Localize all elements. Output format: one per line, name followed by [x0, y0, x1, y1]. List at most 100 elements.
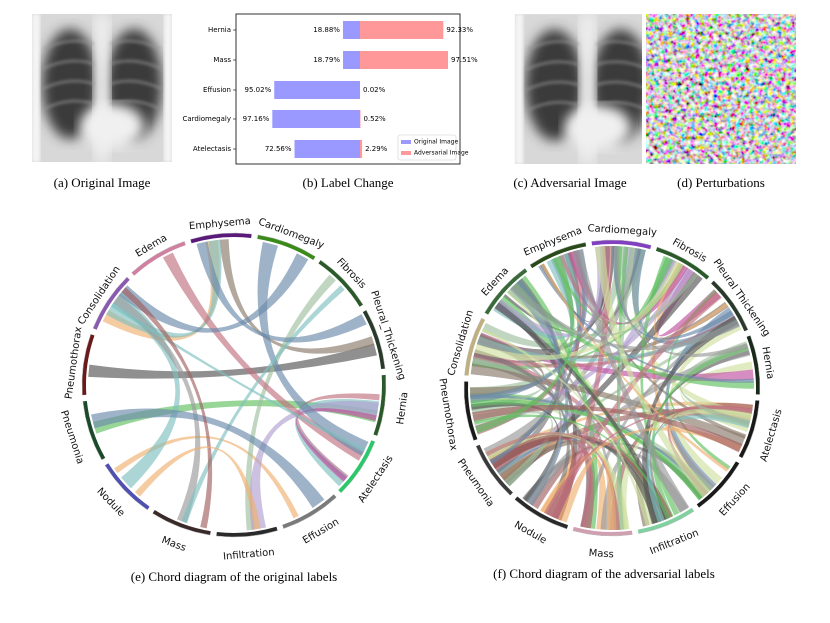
ribbon — [472, 404, 743, 453]
segment-label: Cardiomegaly — [587, 223, 657, 238]
segment-ticks — [81, 334, 91, 396]
segment-arc — [746, 335, 760, 395]
segment-label: Mass — [160, 535, 187, 554]
ribbon — [499, 440, 669, 522]
segment-arc — [637, 507, 695, 534]
segment-label: Effusion — [718, 482, 753, 519]
segment-label: Hernia — [759, 346, 775, 380]
segment-ticks — [216, 530, 278, 538]
segment-arc — [373, 374, 386, 436]
segment-ticks — [283, 497, 337, 529]
ribbons — [88, 239, 380, 531]
segment-ticks — [529, 242, 586, 266]
segment-arc — [711, 280, 749, 332]
ribbon — [646, 414, 751, 523]
ribbon — [475, 255, 575, 434]
ribbon — [651, 343, 749, 519]
ribbon — [295, 408, 377, 482]
segment-arc — [464, 381, 478, 441]
value-label: 0.02% — [363, 86, 386, 94]
segment-arc — [655, 247, 710, 280]
segment-ticks — [591, 239, 652, 246]
segment-label: Fibrosis — [670, 237, 708, 265]
segment-arc — [131, 241, 186, 276]
segment-ticks — [742, 400, 760, 459]
legend-swatch — [401, 140, 411, 144]
bar — [294, 140, 360, 158]
segment-ticks — [320, 259, 364, 305]
ribbon — [118, 253, 309, 333]
segment-ticks — [190, 232, 252, 240]
ribbon — [665, 307, 735, 492]
segment-label: Infiltration — [223, 547, 275, 562]
legend-label: Adversarial Image — [414, 150, 469, 157]
ribbon — [88, 343, 377, 379]
value-label: 95.02% — [245, 86, 272, 94]
chord-diagram: Emphysema CardiomegalyFibrosisPleural_Thi… — [58, 216, 411, 563]
segment-ticks — [484, 268, 526, 313]
ribbon — [493, 278, 562, 473]
segment-arc — [514, 496, 569, 529]
ribbons — [470, 246, 754, 530]
segment-arc — [190, 233, 252, 244]
bar — [342, 21, 360, 39]
legend-swatch — [401, 151, 411, 155]
ribbon — [219, 239, 375, 354]
value-label: 92.33% — [446, 26, 473, 34]
ribbon — [631, 247, 740, 345]
ribbon — [114, 435, 299, 519]
segment-arc — [591, 240, 652, 250]
y-tick-label: Cardiomegaly — [182, 115, 231, 123]
ribbon — [106, 239, 222, 338]
segment-arc — [464, 317, 486, 376]
segment-ticks — [463, 381, 474, 441]
adversarial-image — [515, 14, 660, 164]
original-image — [32, 14, 172, 162]
ribbon — [470, 356, 543, 412]
segment-arc — [738, 400, 760, 459]
segment-label: Hernia — [395, 391, 410, 425]
ribbon — [471, 403, 714, 494]
ribbon — [474, 260, 684, 361]
ribbon — [490, 436, 594, 529]
y-tick-label: Effusion — [203, 86, 231, 94]
bar — [360, 51, 448, 69]
segment-arc — [82, 334, 95, 396]
segment-arc — [104, 463, 150, 510]
segment-ticks — [657, 246, 710, 277]
segment-ticks — [131, 241, 185, 273]
segment-arc — [362, 310, 386, 370]
segment-ticks — [340, 441, 376, 494]
segment-label: Mass — [588, 548, 614, 561]
ribbon — [506, 286, 658, 526]
segment-ticks — [366, 309, 386, 369]
caption: (b) Label Change — [303, 175, 394, 190]
segment-ticks — [257, 234, 316, 257]
segment-ticks — [750, 335, 761, 395]
segment-ticks — [514, 499, 567, 530]
ribbon — [642, 315, 739, 525]
ribbon — [568, 250, 689, 325]
segment-label: Emphysema — [189, 216, 252, 232]
value-label: 18.79% — [313, 56, 340, 64]
value-label: 0.52% — [363, 115, 386, 123]
caption: (c) Adversarial Image — [513, 175, 627, 190]
perturbation-image — [646, 14, 796, 164]
segment-label: Pneumonia — [58, 409, 86, 465]
bar — [343, 51, 360, 69]
ribbon — [679, 341, 751, 427]
value-label: 18.88% — [313, 26, 340, 34]
ribbon — [257, 241, 369, 456]
segment-label: Edema — [480, 265, 511, 298]
ribbon — [134, 446, 261, 530]
segment-ticks — [713, 280, 749, 330]
segment-label: Nodule — [512, 520, 548, 547]
segment-ticks — [475, 446, 511, 496]
ribbon — [557, 456, 617, 530]
segment-label: Edema — [134, 233, 169, 260]
segment-ticks — [638, 510, 695, 534]
caption: (d) Perturbations — [677, 175, 765, 190]
bar — [360, 140, 363, 158]
segment-arc — [92, 277, 130, 330]
